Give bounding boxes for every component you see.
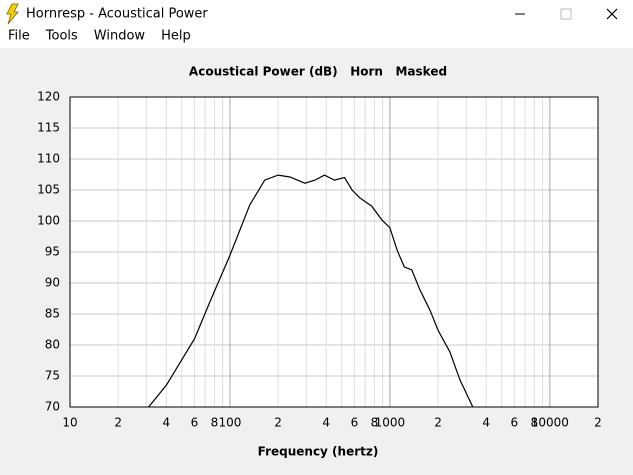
y-tick-label: 90 — [45, 276, 60, 290]
close-button[interactable] — [606, 8, 618, 20]
x-tick-label: 10 — [62, 416, 77, 430]
y-tick-label: 120 — [37, 90, 60, 104]
x-tick-label: 8 — [211, 416, 219, 430]
plot — [148, 174, 474, 408]
maximize-button[interactable] — [560, 8, 572, 20]
data-line — [148, 174, 474, 408]
menu-item[interactable]: Help — [161, 29, 191, 44]
plot-frame — [69, 96, 599, 408]
menu-item[interactable]: File — [8, 29, 30, 44]
x-tick-label: 2 — [434, 416, 442, 430]
y-tick-label: 110 — [37, 152, 60, 166]
chart-title: Acoustical Power (dB) Horn Masked — [189, 65, 447, 79]
y-tick-label: 115 — [37, 121, 60, 135]
x-tick-label: 10000 — [531, 416, 569, 430]
menu-bar: File Tools Window Help — [8, 29, 191, 44]
y-tick-label: 70 — [45, 400, 60, 414]
x-tick-label: 4 — [482, 416, 490, 430]
menu-item[interactable]: Window — [94, 29, 146, 44]
x-tick-label: 4 — [322, 416, 330, 430]
x-tick-label: 100 — [218, 416, 241, 430]
menu-item[interactable]: Tools — [45, 29, 78, 44]
window-title: Hornresp - Acoustical Power — [26, 7, 208, 22]
x-tick-label: 8 — [531, 416, 539, 430]
app-icon — [6, 3, 19, 25]
x-tick-label: 2 — [594, 416, 602, 430]
x-tick-label: 8 — [371, 416, 379, 430]
y-tick-label: 85 — [45, 307, 60, 321]
y-tick-label: 95 — [45, 245, 60, 259]
x-tick-label: 6 — [351, 416, 359, 430]
x-tick-label: 6 — [511, 416, 519, 430]
x-tick-label: 6 — [191, 416, 199, 430]
y-tick-label: 105 — [37, 183, 60, 197]
y-tick-label: 100 — [37, 214, 60, 228]
x-tick-label: 4 — [162, 416, 170, 430]
x-tick-label: 2 — [274, 416, 282, 430]
y-tick-label: 80 — [45, 338, 60, 352]
y-tick-label: 75 — [45, 369, 60, 383]
x-tick-label: 1000 — [375, 416, 406, 430]
x-tick-label: 2 — [114, 416, 122, 430]
x-axis-label: Frequency (hertz) — [258, 445, 379, 459]
title-bar — [0, 0, 633, 48]
